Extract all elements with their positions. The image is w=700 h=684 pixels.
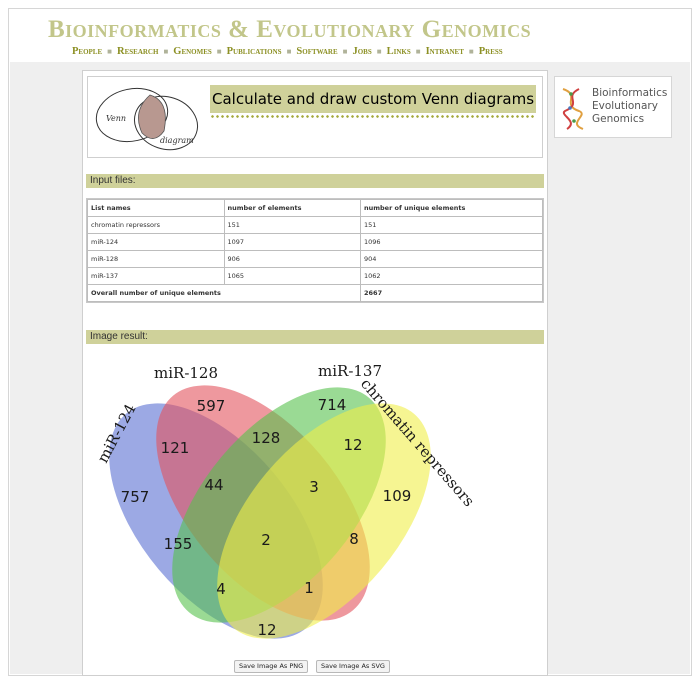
region-count-mir128-mir137: 128 xyxy=(252,429,281,447)
beg-logo-line: Bioinformatics xyxy=(592,87,668,99)
region-count-mir128-chromatin: 8 xyxy=(349,530,359,548)
set-ellipse-chromatin xyxy=(217,403,431,639)
nav-separator: ■ xyxy=(107,47,112,56)
table-header-row: List names number of elements number of … xyxy=(87,199,543,217)
list-name-cell: miR-137 xyxy=(87,267,225,285)
nav-genomes[interactable]: Genomes xyxy=(173,46,212,57)
input-files-table-container: List names number of elements number of … xyxy=(86,198,544,303)
image-result-heading: Image result: xyxy=(86,330,544,344)
main-nav: People ■ Research ■ Genomes ■ Publicatio… xyxy=(72,46,503,57)
table-row: miR-137 1065 1062 xyxy=(87,267,543,285)
region-count-mir124-mir128: 121 xyxy=(161,439,190,457)
region-count-all-four: 2 xyxy=(261,531,271,549)
unique-cell: 1062 xyxy=(360,267,543,285)
nav-intranet[interactable]: Intranet xyxy=(425,46,464,57)
site-title-part2: Evolutionary Genomics xyxy=(256,16,532,43)
region-count-mir124-chromatin: 12 xyxy=(257,621,276,639)
tool-banner: Venn diagram Calculate and draw custom V… xyxy=(87,76,543,158)
site-title-part1: Bioinformatics xyxy=(48,16,222,43)
site-title[interactable]: Bioinformatics & Evolutionary Genomics xyxy=(48,16,531,44)
region-count-mir128-mir137-chromatin: 3 xyxy=(309,478,319,496)
table-row: chromatin repressors 151 151 xyxy=(87,216,543,234)
nav-publications[interactable]: Publications xyxy=(226,46,282,57)
unique-cell: 904 xyxy=(360,250,543,268)
nav-separator: ■ xyxy=(216,47,222,56)
region-count-mir124-mir137: 155 xyxy=(164,535,193,553)
region-count-mir124-mir137-chromatin: 4 xyxy=(216,580,226,598)
region-count-mir137-chromatin: 12 xyxy=(343,436,362,454)
nav-separator: ■ xyxy=(163,47,169,56)
dna-helix-icon xyxy=(562,88,584,130)
column-header: List names xyxy=(87,199,225,217)
nav-research[interactable]: Research xyxy=(117,46,159,57)
region-count-mir137-only: 714 xyxy=(318,396,347,414)
unique-cell: 151 xyxy=(360,216,543,234)
beg-logo[interactable]: Bioinformatics Evolutionary Genomics xyxy=(554,76,672,138)
save-svg-button[interactable]: Save Image As SVG xyxy=(316,660,390,673)
table-row: miR-128 906 904 xyxy=(87,250,543,268)
region-count-chromatin-only: 109 xyxy=(383,487,412,505)
nav-press[interactable]: Press xyxy=(478,46,503,57)
unique-cell: 1096 xyxy=(360,233,543,251)
nav-separator: ■ xyxy=(376,47,382,56)
nav-separator: ■ xyxy=(342,47,348,56)
table-row: miR-124 1097 1096 xyxy=(87,233,543,251)
venn-logo-icon[interactable]: Venn diagram xyxy=(92,81,204,153)
set-label-mir137: miR-137 xyxy=(318,362,382,380)
region-count-mir124-mir128-mir137: 44 xyxy=(204,476,223,494)
elements-cell: 906 xyxy=(223,250,361,268)
input-files-heading: Input files: xyxy=(86,174,544,188)
table-total-row: Overall number of unique elements 2667 xyxy=(87,284,543,302)
elements-cell: 151 xyxy=(223,216,361,234)
nav-separator: ■ xyxy=(468,47,474,56)
nav-people[interactable]: People xyxy=(72,46,103,57)
nav-separator: ■ xyxy=(415,47,421,56)
nav-software[interactable]: Software xyxy=(296,46,338,57)
nav-separator: ■ xyxy=(286,47,292,56)
list-name-cell: chromatin repressors xyxy=(87,216,225,234)
venn-diagram: miR-128 miR-137 miR-124 chromatin repres… xyxy=(94,362,478,639)
input-files-table: List names number of elements number of … xyxy=(87,199,543,302)
region-count-mir124-mir128-chromatin: 1 xyxy=(304,579,314,597)
total-label-cell: Overall number of unique elements xyxy=(87,284,361,302)
nav-links[interactable]: Links xyxy=(386,46,411,57)
set-label-mir128: miR-128 xyxy=(154,364,218,382)
region-count-mir124-only: 757 xyxy=(121,488,150,506)
total-value-cell: 2667 xyxy=(360,284,543,302)
column-header: number of unique elements xyxy=(360,199,543,217)
venn-ellipses xyxy=(109,385,431,639)
beg-logo-line: Evolutionary xyxy=(592,100,658,112)
page-title: Calculate and draw custom Venn diagrams xyxy=(210,85,536,113)
list-name-cell: miR-124 xyxy=(87,233,225,251)
list-name-cell: miR-128 xyxy=(87,250,225,268)
venn-logo-text-bottom: diagram xyxy=(160,136,194,145)
save-png-button[interactable]: Save Image As PNG xyxy=(234,660,309,673)
elements-cell: 1097 xyxy=(223,233,361,251)
site-header: Bioinformatics & Evolutionary Genomics P… xyxy=(10,10,690,62)
region-count-mir128-only: 597 xyxy=(197,397,226,415)
beg-logo-line: Genomics xyxy=(592,113,645,125)
beg-logo-text: Bioinformatics Evolutionary Genomics xyxy=(592,87,667,126)
venn-logo-text-top: Venn xyxy=(106,114,126,123)
column-header: number of elements xyxy=(223,199,361,217)
nav-jobs[interactable]: Jobs xyxy=(352,46,372,57)
site-title-amp: & xyxy=(228,16,250,43)
banner-dotted-rule xyxy=(210,115,536,118)
elements-cell: 1065 xyxy=(223,267,361,285)
